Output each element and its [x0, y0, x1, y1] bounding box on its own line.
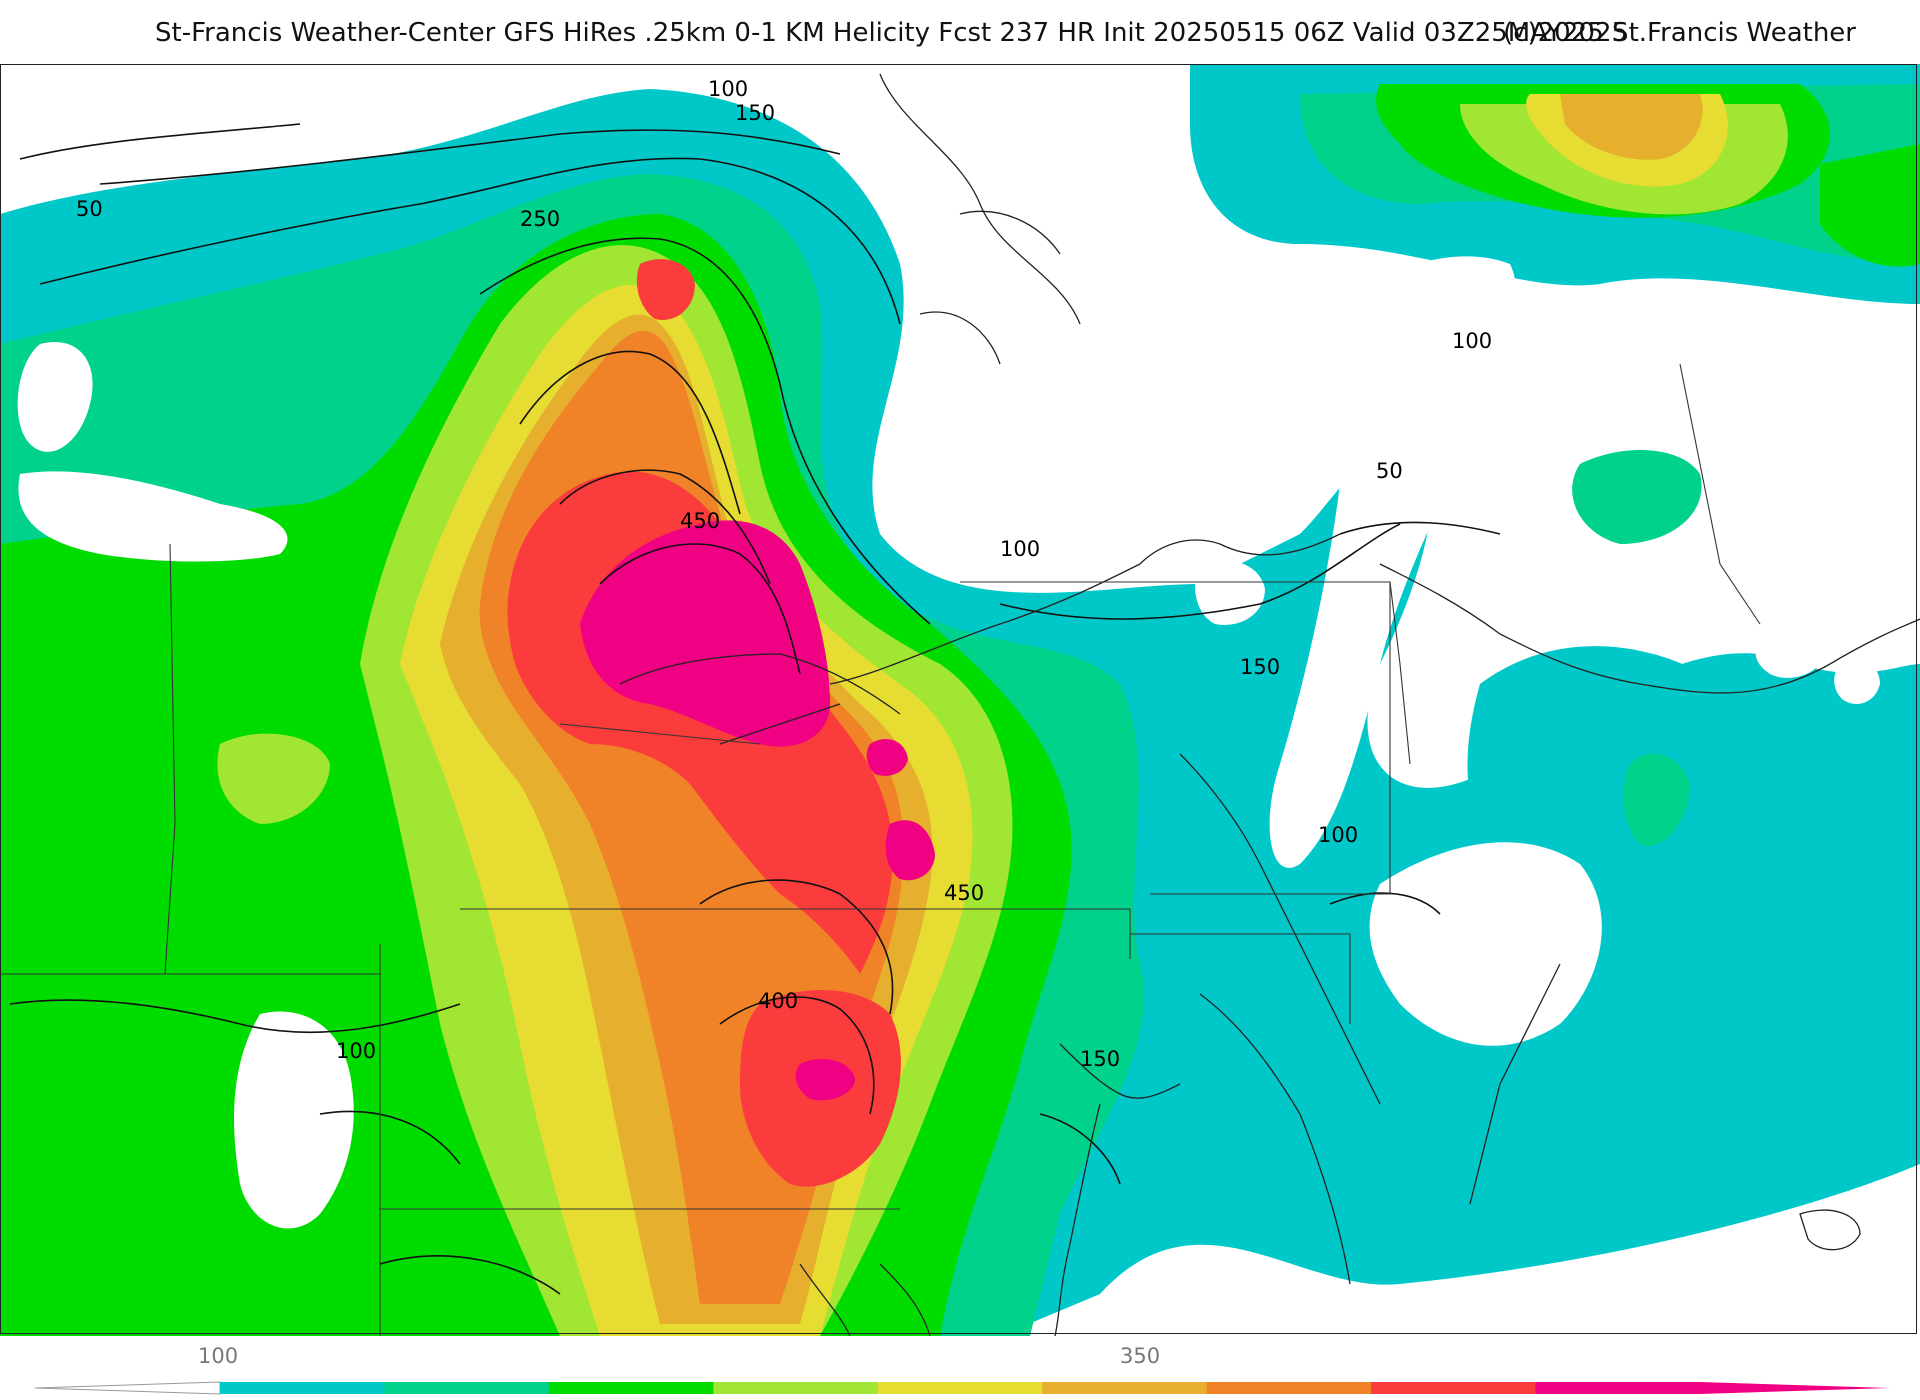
contour-label-100-coast: 100: [1318, 823, 1358, 847]
legend-swatch: [1371, 1382, 1537, 1394]
legend-tick-350: 350: [1120, 1344, 1161, 1368]
legend-tick-100: 100: [198, 1344, 239, 1368]
contour-label-450-south: 450: [944, 881, 984, 905]
legend-swatch: [220, 1382, 385, 1394]
contour-label-100-southwest: 100: [336, 1039, 376, 1063]
contour-labels: 100 150 50 250 450 100 50 100 150 100 45…: [76, 77, 1492, 1071]
legend-swatch: [877, 1382, 1043, 1394]
title-bar: St-Francis Weather-Center GFS HiRes .25k…: [0, 0, 1920, 64]
legend-swatches: [220, 1382, 1701, 1394]
contour-label-450-north: 450: [680, 509, 720, 533]
legend-bar: [34, 1381, 1890, 1395]
legend-swatch: [1535, 1382, 1701, 1394]
low-value-areas: [17, 256, 1880, 1229]
legend-swatch: [1042, 1382, 1208, 1394]
contour-label-150-north: 150: [735, 101, 775, 125]
legend-arrow-left: [34, 1381, 221, 1395]
contour-label-400: 400: [758, 989, 798, 1013]
legend-swatch: [713, 1382, 879, 1394]
contour-label-100-central: 100: [1000, 537, 1040, 561]
contour-label-100-northeast: 100: [1452, 329, 1492, 353]
contour-label-150-south: 150: [1080, 1047, 1120, 1071]
helicity-map: 100 150 50 250 450 100 50 100 150 100 45…: [0, 64, 1920, 1337]
color-legend: 100 350: [0, 1336, 1920, 1400]
map-canvas: 100 150 50 250 450 100 50 100 150 100 45…: [0, 64, 1920, 1337]
contour-label-100-north: 100: [708, 77, 748, 101]
contour-label-50-east: 50: [1376, 459, 1403, 483]
contour-label-50-west: 50: [76, 197, 103, 221]
copyright-label: (c)2025 St.Francis Weather: [1503, 18, 1856, 48]
legend-swatch: [548, 1382, 714, 1394]
contour-label-250: 250: [520, 207, 560, 231]
map-title: St-Francis Weather-Center GFS HiRes .25k…: [155, 18, 1629, 48]
contour-lines: [9, 123, 1501, 1295]
coastlines-borders: [619, 73, 1920, 1337]
state-boundaries: [0, 363, 1761, 1336]
legend-swatch: [1206, 1382, 1372, 1394]
contour-label-150-east: 150: [1240, 655, 1280, 679]
legend-arrow-right: [1700, 1382, 1890, 1394]
legend-swatch: [384, 1382, 550, 1394]
